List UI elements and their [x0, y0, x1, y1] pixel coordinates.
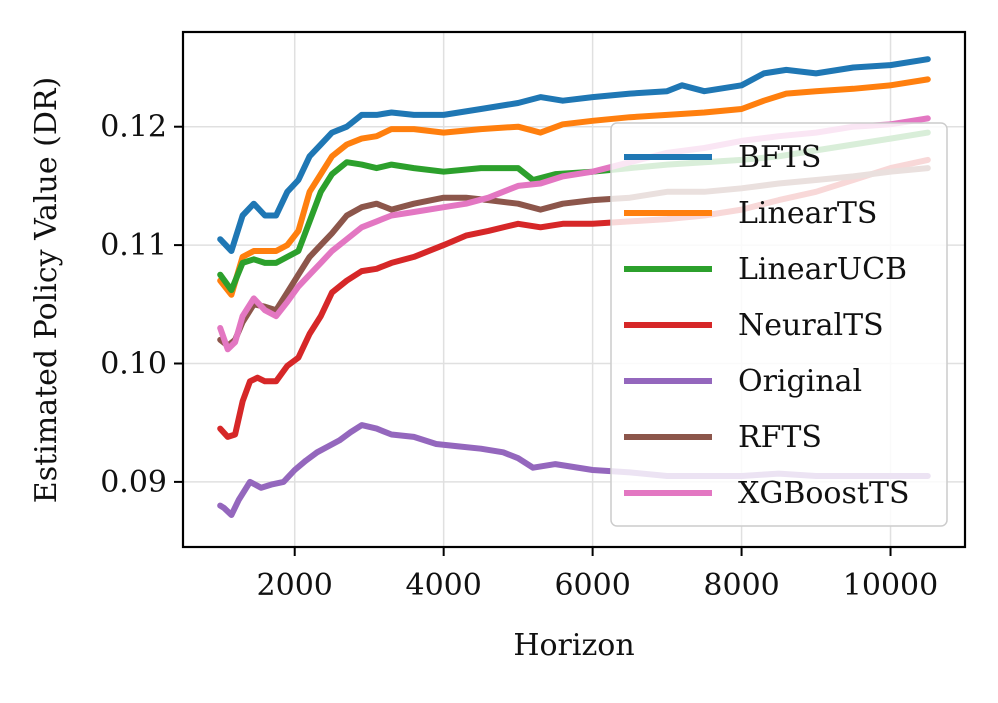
- legend-label-xgboostts: XGBoostTS: [738, 476, 910, 511]
- legend: BFTS LinearTS LinearUCB NeuralTS Original RFT…: [610, 122, 948, 527]
- series-line-linearts: [217, 76, 931, 298]
- plot-frame: [181, 30, 967, 549]
- series-line-bfts: [217, 56, 931, 254]
- y-tick-label: 0.10: [100, 346, 167, 381]
- x-tick-label: 6000: [554, 568, 630, 603]
- legend-label-linearucb: LinearUCB: [738, 252, 907, 287]
- x-tick-label: 2000: [257, 568, 333, 603]
- y-axis-title: Estimated Policy Value (DR): [29, 77, 64, 503]
- legend-label-original: Original: [738, 364, 862, 399]
- y-tick-label: 0.11: [100, 228, 167, 263]
- x-axis-title: Horizon: [513, 628, 634, 663]
- x-tick-label: 10000: [843, 568, 938, 603]
- y-tick-label: 0.12: [100, 110, 167, 145]
- legend-label-rfts: RFTS: [738, 420, 822, 455]
- legend-label-neuralts: NeuralTS: [738, 308, 884, 343]
- legend-label-linearts: LinearTS: [738, 196, 877, 231]
- tick-layer: 2000 4000 6000 8000 10000 0.09 0.10 0.11 0.12: [100, 110, 938, 603]
- x-tick-label: 4000: [405, 568, 481, 603]
- legend-box: [610, 122, 948, 527]
- legend-label-bfts: BFTS: [738, 140, 821, 175]
- x-tick-label: 8000: [703, 568, 779, 603]
- y-tick-label: 0.09: [100, 465, 167, 500]
